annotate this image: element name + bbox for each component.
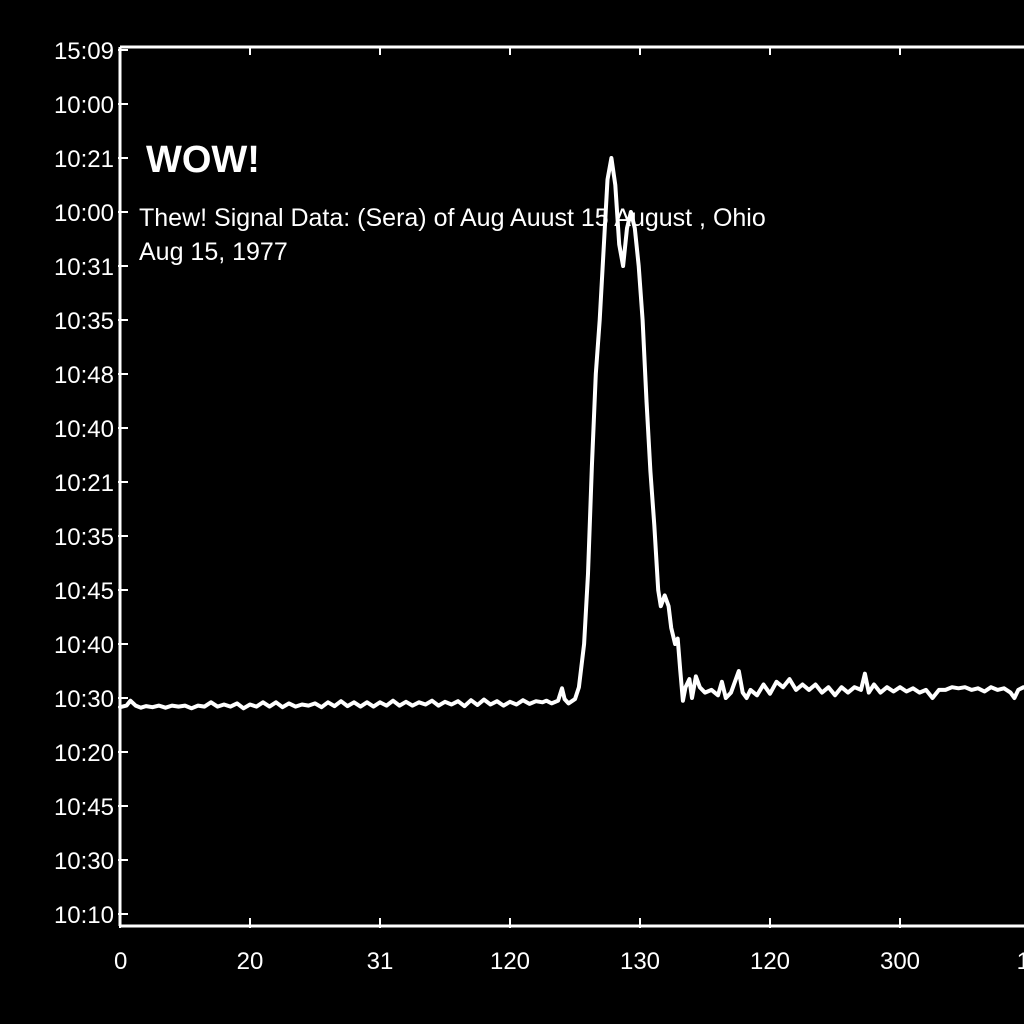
x-tick-label: 31 (367, 948, 394, 975)
chart-subtitle-line-2: Aug 15, 1977 (139, 238, 288, 266)
x-tick-label: 300 (880, 948, 920, 975)
x-tick-label: 120 (750, 948, 790, 975)
y-tick-label: 10:30 (54, 686, 114, 713)
y-tick-label: 10:40 (54, 632, 114, 659)
x-tick-label: 120 (490, 948, 530, 975)
y-tick-label: 10:48 (54, 362, 114, 389)
x-tick-label: 130 (620, 948, 660, 975)
signal-series-line (118, 156, 1024, 711)
y-tick-label: 10:21 (54, 146, 114, 173)
ticks-group: 15:09 10:00 10:21 10:00 10:31 10:35 10:48 10:40… (54, 38, 1024, 975)
axes-group (118, 45, 1024, 928)
chart-subtitle-line-1: Thew! Signal Data: (Sera) of Aug Auust 1… (139, 204, 766, 232)
y-tick-label: 10:00 (54, 92, 114, 119)
series-layer (118, 156, 1024, 711)
y-tick-label: 10:00 (54, 200, 114, 227)
chart-title: WOW! (146, 139, 260, 181)
y-tick-label: 10:30 (54, 848, 114, 875)
y-tick-label: 10:21 (54, 470, 114, 497)
y-tick-label: 10:31 (54, 254, 114, 281)
x-tick-label: 12 (1017, 948, 1024, 975)
y-tick-label: 10:35 (54, 308, 114, 335)
y-tick-label: 10:40 (54, 416, 114, 443)
y-tick-label: 10:45 (54, 794, 114, 821)
y-tick-label: 10:35 (54, 524, 114, 551)
x-tick-label: 20 (237, 948, 264, 975)
y-tick-label: 10:45 (54, 578, 114, 605)
y-tick-label: 15:09 (54, 38, 114, 65)
y-tick-label: 10:10 (54, 902, 114, 929)
x-tick-label: 0 (114, 948, 127, 975)
y-tick-label: 10:20 (54, 740, 114, 767)
